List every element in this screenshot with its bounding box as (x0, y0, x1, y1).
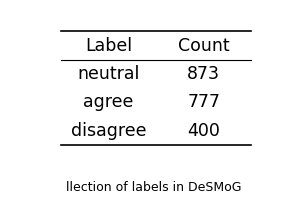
Text: neutral: neutral (77, 65, 140, 83)
Text: disagree: disagree (71, 122, 146, 140)
Text: Count: Count (178, 37, 230, 55)
Text: llection of labels in DeSMoG: llection of labels in DeSMoG (66, 181, 242, 194)
Text: 873: 873 (187, 65, 220, 83)
Text: 400: 400 (187, 122, 220, 140)
Text: agree: agree (83, 94, 134, 111)
Text: Label: Label (85, 37, 132, 55)
Text: 777: 777 (187, 94, 220, 111)
